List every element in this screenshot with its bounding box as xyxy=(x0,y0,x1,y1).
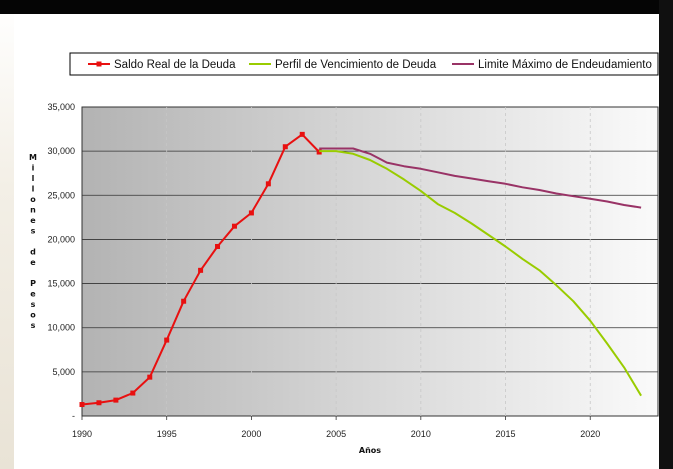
legend: Saldo Real de la Deuda Perfil de Vencimie… xyxy=(69,52,659,76)
data-point-marker xyxy=(130,390,136,396)
y-tick-label: - xyxy=(72,411,75,421)
data-point-marker xyxy=(316,149,322,155)
y-axis-title-letter: l xyxy=(32,185,35,194)
data-point-marker xyxy=(265,181,271,187)
data-point-marker xyxy=(282,144,288,150)
data-point-marker xyxy=(147,374,153,380)
data-point-marker xyxy=(181,298,187,304)
frame-right-edge xyxy=(659,0,673,469)
y-axis-title-letter: e xyxy=(30,258,36,267)
x-tick-label: 2005 xyxy=(326,429,346,439)
x-tick-label: 1995 xyxy=(157,429,177,439)
y-axis-title-letter: o xyxy=(30,311,36,320)
y-axis-title-letter: e xyxy=(30,290,36,299)
data-point-marker xyxy=(96,400,102,406)
y-axis-title-letter: l xyxy=(32,174,35,183)
legend-label: Saldo Real de la Deuda xyxy=(114,59,236,71)
series-line-2 xyxy=(319,150,642,397)
y-axis-title-letter: M xyxy=(29,153,37,162)
y-axis-title-letter: P xyxy=(30,279,36,288)
data-point-marker xyxy=(231,223,237,229)
series-line-3 xyxy=(319,147,642,209)
legend-marker xyxy=(96,61,102,67)
data-point-marker xyxy=(164,337,170,343)
y-axis-title-letter: s xyxy=(31,227,36,236)
data-point-marker xyxy=(198,267,204,273)
data-point-marker xyxy=(299,131,305,137)
y-tick-label: 20,000 xyxy=(47,234,75,244)
data-point-marker xyxy=(79,402,85,408)
frame-left-edge xyxy=(0,0,14,469)
x-tick-label: 2015 xyxy=(496,429,516,439)
y-axis-title-letter: o xyxy=(30,195,36,204)
x-tick-label: 2000 xyxy=(241,429,261,439)
x-tick-label: 1990 xyxy=(72,429,92,439)
y-tick-label: 5,000 xyxy=(52,367,75,377)
y-tick-label: 30,000 xyxy=(47,146,75,156)
y-tick-label: 35,000 xyxy=(47,102,75,112)
y-axis-title-letter: e xyxy=(30,216,36,225)
x-tick-label: 2010 xyxy=(411,429,431,439)
y-axis-title-letter: n xyxy=(30,206,36,215)
x-tick-label: 2020 xyxy=(580,429,600,439)
x-axis-title: Años xyxy=(359,446,381,455)
y-axis-title-letter: s xyxy=(31,300,36,309)
y-tick-label: 15,000 xyxy=(47,279,75,289)
y-axis-title-letter: i xyxy=(32,164,35,173)
legend-label: Limite Máximo de Endeudamiento xyxy=(478,59,652,71)
legend-box xyxy=(69,52,659,76)
frame-top-edge xyxy=(0,0,673,14)
legend-label: Perfil de Vencimiento de Deuda xyxy=(275,59,437,71)
y-tick-label: 25,000 xyxy=(47,190,75,200)
y-axis-title-letter: s xyxy=(31,321,36,330)
data-point-marker xyxy=(248,210,254,216)
data-point-marker xyxy=(215,243,221,249)
y-axis-title-letter: d xyxy=(30,248,36,257)
data-point-marker xyxy=(113,397,119,403)
plot-area xyxy=(81,106,659,417)
y-tick-label: 10,000 xyxy=(47,323,75,333)
